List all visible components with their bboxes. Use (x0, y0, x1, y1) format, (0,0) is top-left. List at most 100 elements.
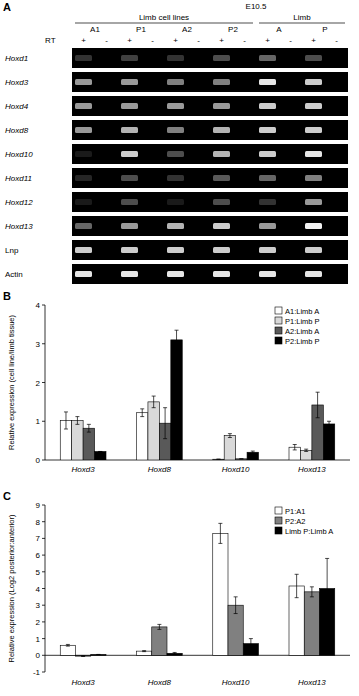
error-bar (173, 652, 177, 654)
gel-band (305, 271, 322, 277)
y-tick (42, 343, 45, 344)
error-bar (325, 558, 329, 618)
error-bar (96, 654, 100, 655)
y-tick (42, 382, 45, 383)
error-bar (327, 421, 331, 426)
gel-band (282, 103, 299, 109)
error-bar (64, 412, 68, 429)
gel-band (144, 175, 161, 181)
rt-sign: - (243, 36, 246, 45)
y-axis-label: Relative expression (cell line/limb tiss… (7, 314, 16, 450)
y-tick (42, 538, 45, 539)
gene-label: Hoxd8 (5, 126, 29, 135)
gel-band (121, 151, 138, 157)
legend-entry: A1:Limb A (285, 307, 319, 316)
gel-band (190, 271, 207, 277)
y-tick-label: 0 (36, 651, 41, 660)
lane-label: A (276, 25, 282, 34)
y-tick-label: 2 (36, 379, 41, 388)
gel-band (213, 175, 230, 181)
bar (83, 428, 94, 460)
bar (137, 413, 148, 460)
rt-sign: - (289, 36, 292, 45)
lane-label: A1 (90, 25, 100, 34)
gel-band (121, 271, 138, 277)
bar (152, 627, 167, 655)
gel-band (167, 223, 184, 229)
gel-band (236, 199, 253, 205)
category-label: Hoxd8 (148, 465, 172, 474)
error-bar (140, 409, 144, 417)
gel-band (328, 271, 345, 277)
y-tick-label: 1 (36, 635, 41, 644)
stage: E10.5 (246, 2, 267, 11)
gel-band (75, 103, 92, 109)
gel-band (213, 127, 230, 133)
gel-band (98, 127, 115, 133)
lane-label: P (322, 25, 327, 34)
legend-entry: P1:A1 (285, 507, 305, 516)
y-axis-label: Relative expression (Log2 posterior:ante… (7, 514, 16, 662)
gel-band (236, 103, 253, 109)
gel-strip (72, 264, 348, 284)
gel-band (259, 175, 276, 181)
gel-band (236, 151, 253, 157)
gene-label: Hoxd10 (5, 150, 33, 159)
lane-label: A2 (182, 25, 192, 34)
gel-band (305, 175, 322, 181)
gel-band (282, 247, 299, 253)
bar (304, 592, 319, 655)
gel-band (236, 223, 253, 229)
gel-band (213, 271, 230, 277)
gel-band (190, 79, 207, 85)
gel-band (305, 103, 322, 109)
gel-band (190, 247, 207, 253)
gel-band (213, 79, 230, 85)
bar (76, 655, 91, 657)
gel-band (328, 127, 345, 133)
rt-sign: - (335, 36, 338, 45)
gel-band (98, 271, 115, 277)
gel-band (167, 175, 184, 181)
category-label: Hoxd13 (298, 465, 326, 474)
bar (213, 459, 224, 460)
bar (300, 450, 311, 460)
gel-band (282, 55, 299, 61)
gel-band (213, 247, 230, 253)
gel-band (121, 103, 138, 109)
figure: AE10.5Limb cell linesLimbA1P1A2P2APRT+-+… (0, 0, 359, 696)
gene-label: Lnp (5, 246, 19, 255)
gel-band (190, 151, 207, 157)
gel-band (190, 175, 207, 181)
panel-label: B (3, 290, 11, 302)
gel-band (259, 151, 276, 157)
gel-band (305, 127, 322, 133)
gel-band (98, 151, 115, 157)
gel-band (121, 127, 138, 133)
rt-sign: + (219, 36, 224, 45)
gel-band (328, 103, 345, 109)
error-bar (81, 655, 85, 657)
gel-band (98, 199, 115, 205)
rt-sign: + (173, 36, 178, 45)
panel-label: C (3, 490, 11, 502)
gel-band (98, 247, 115, 253)
bar (148, 402, 159, 460)
gel-band (98, 55, 115, 61)
y-tick-label: 9 (36, 501, 41, 510)
error-bar (293, 445, 297, 450)
gel-band (305, 151, 322, 157)
gel-band (213, 103, 230, 109)
gel-strip (72, 48, 348, 68)
gel-band (213, 55, 230, 61)
error-bar (75, 417, 79, 425)
gel-band (305, 223, 322, 229)
error-bar (304, 449, 308, 451)
category-label: Hoxd13 (298, 678, 326, 687)
group-line (75, 23, 253, 24)
bar (323, 424, 334, 460)
y-tick-label: 3 (36, 340, 41, 349)
error-bar (228, 434, 232, 438)
gene-label: Hoxd13 (5, 222, 33, 231)
gel-band (167, 103, 184, 109)
